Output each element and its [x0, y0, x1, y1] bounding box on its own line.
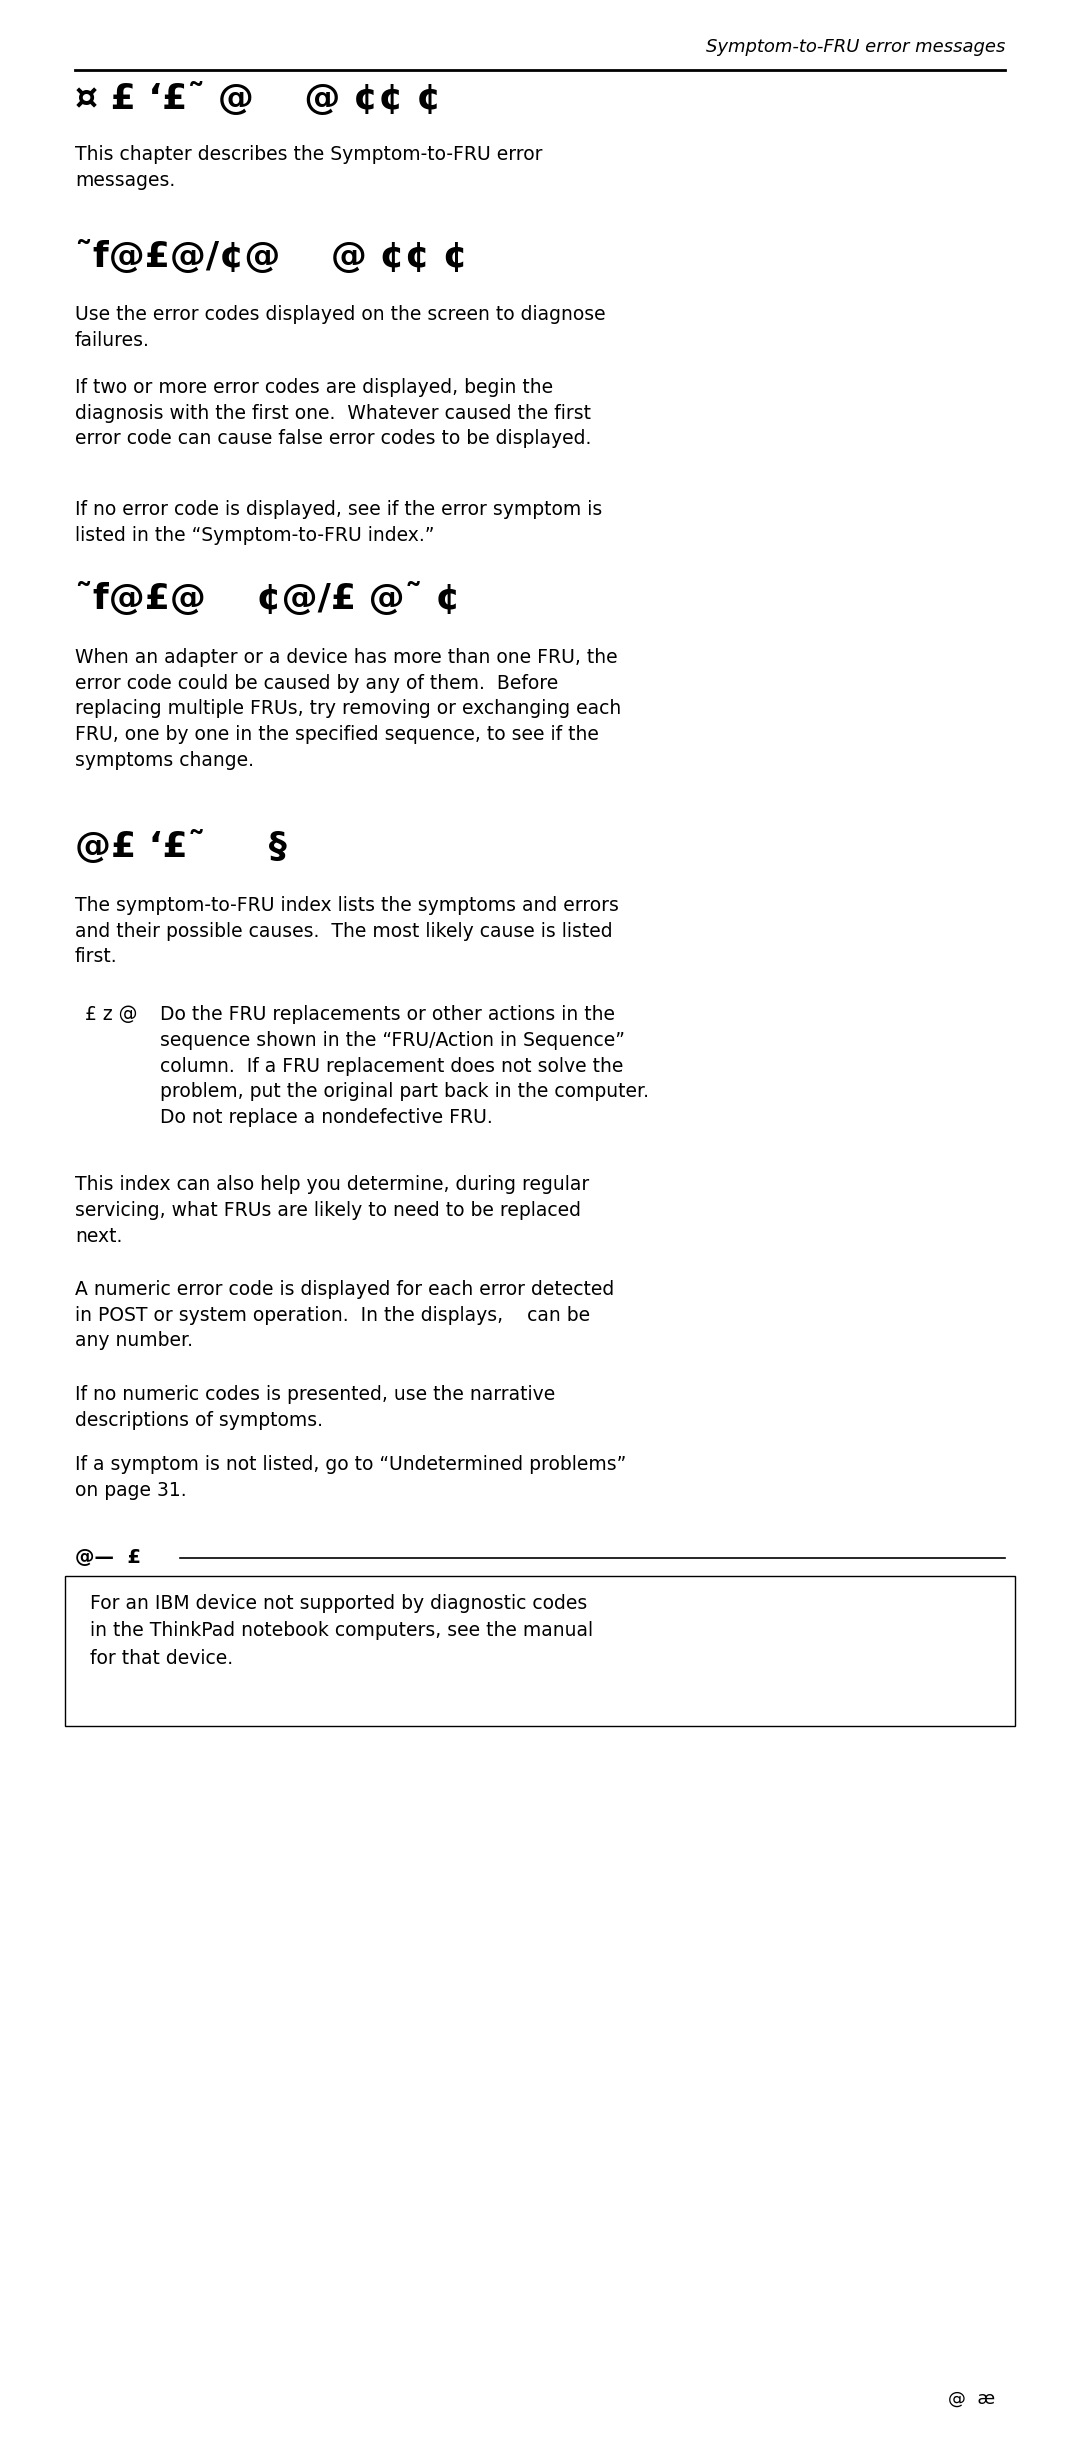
Text: When an adapter or a device has more than one FRU, the
error code could be cause: When an adapter or a device has more tha… — [75, 649, 621, 771]
Text: If no error code is displayed, see if the error symptom is
listed in the “Sympto: If no error code is displayed, see if th… — [75, 499, 603, 546]
Text: @£ ‘£˜     §: @£ ‘£˜ § — [75, 830, 287, 864]
Text: If a symptom is not listed, go to “Undetermined problems”
on page 31.: If a symptom is not listed, go to “Undet… — [75, 1454, 626, 1501]
Text: For an IBM device not supported by diagnostic codes
in the ThinkPad notebook com: For an IBM device not supported by diagn… — [90, 1594, 593, 1667]
Text: Symptom-to-FRU error messages: Symptom-to-FRU error messages — [705, 39, 1005, 56]
FancyBboxPatch shape — [65, 1577, 1015, 1726]
Text: The symptom-to-FRU index lists the symptoms and errors
and their possible causes: The symptom-to-FRU index lists the sympt… — [75, 896, 619, 967]
Text: If two or more error codes are displayed, begin the
diagnosis with the first one: If two or more error codes are displayed… — [75, 377, 592, 448]
Text: Do the FRU replacements or other actions in the
sequence shown in the “FRU/Actio: Do the FRU replacements or other actions… — [160, 1006, 649, 1126]
Text: If no numeric codes is presented, use the narrative
descriptions of symptoms.: If no numeric codes is presented, use th… — [75, 1386, 555, 1430]
Text: A numeric error code is displayed for each error detected
in POST or system oper: A numeric error code is displayed for ea… — [75, 1280, 615, 1351]
Text: @—  £: @— £ — [75, 1547, 141, 1567]
Text: ˜f@£@/¢@    @ ¢¢ ¢: ˜f@£@/¢@ @ ¢¢ ¢ — [75, 240, 468, 274]
Text: This chapter describes the Symptom-to-FRU error
messages.: This chapter describes the Symptom-to-FR… — [75, 144, 542, 191]
Text: ˜f@£@    ¢@/£ @˜ ¢: ˜f@£@ ¢@/£ @˜ ¢ — [75, 583, 460, 617]
Text: £ z @: £ z @ — [85, 1006, 137, 1023]
Text: Use the error codes displayed on the screen to diagnose
failures.: Use the error codes displayed on the scr… — [75, 306, 606, 350]
Text: ¤ £ ‘£˜ @    @ ¢¢ ¢: ¤ £ ‘£˜ @ @ ¢¢ ¢ — [75, 81, 442, 115]
Text: This index can also help you determine, during regular
servicing, what FRUs are : This index can also help you determine, … — [75, 1175, 590, 1246]
Text: @  æ: @ æ — [948, 2389, 995, 2409]
